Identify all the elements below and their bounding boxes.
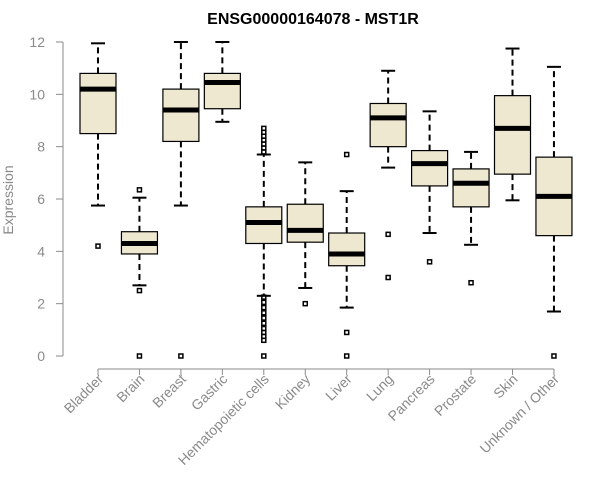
x-tick-label: Unknown / Other: [476, 371, 562, 457]
outlier-point: [468, 279, 474, 286]
outlier-point: [426, 259, 433, 265]
x-tick-label: Lung: [363, 371, 396, 404]
boxes: [79, 41, 573, 359]
y-tick-label: 12: [29, 34, 45, 50]
iqr-box: [411, 149, 449, 187]
box-group: [328, 151, 366, 359]
box-group: [452, 150, 490, 286]
outlier-point: [343, 353, 350, 359]
y-tick-label: 4: [37, 243, 45, 259]
outlier-point: [261, 337, 267, 344]
outlier-point: [178, 353, 184, 359]
box-group: [120, 187, 159, 359]
outlier-point: [261, 149, 267, 155]
x-tick-label: Liver: [322, 371, 355, 404]
outlier-point: [261, 353, 267, 359]
iqr-box: [245, 206, 283, 245]
iqr-box: [286, 203, 324, 243]
outlier-point: [261, 315, 267, 321]
x-tick-label: Prostate: [431, 371, 479, 419]
y-tick-label: 0: [37, 348, 45, 364]
outlier-point: [261, 294, 267, 300]
iqr-box: [493, 95, 532, 175]
outlier-point: [261, 304, 267, 311]
y-tick-label: 8: [37, 139, 45, 155]
outlier-point: [385, 231, 391, 238]
iqr-box: [162, 88, 200, 143]
outlier-point: [343, 151, 350, 158]
outlier-point: [95, 243, 101, 249]
iqr-box: [369, 102, 407, 148]
chart-title: ENSG00000164078 - MST1R: [207, 11, 419, 28]
y-tick-label: 2: [37, 296, 45, 312]
x-tick-label: Brain: [113, 371, 147, 405]
x-tick-label: Kidney: [272, 371, 314, 413]
box-group: [79, 42, 117, 249]
box-group: [203, 41, 241, 123]
outlier-point: [136, 187, 143, 193]
iqr-box: [328, 232, 366, 267]
outlier-point: [385, 274, 391, 281]
box-group: [162, 41, 200, 359]
box-group: [535, 65, 573, 359]
x-tick-label: Skin: [490, 371, 521, 402]
box-group: [245, 125, 283, 359]
y-tick-label: 10: [29, 86, 45, 102]
x-tick-label: Bladder: [61, 371, 107, 417]
outlier-point: [343, 329, 350, 336]
outlier-point: [261, 310, 267, 316]
outlier-point: [302, 300, 308, 307]
outlier-point: [261, 320, 267, 327]
outlier-point: [261, 299, 267, 306]
outlier-point: [136, 287, 143, 294]
outlier-point: [136, 353, 143, 359]
iqr-box: [79, 72, 117, 135]
iqr-box: [452, 168, 490, 208]
box-group: [369, 69, 407, 281]
iqr-box: [203, 72, 241, 110]
outlier-point: [551, 353, 557, 359]
box-group: [493, 47, 532, 202]
y-tick-label: 6: [37, 191, 45, 207]
x-tick-label: Breast: [149, 371, 189, 411]
box-group: [286, 161, 324, 307]
box-group: [411, 110, 449, 265]
y-axis-label: Expression: [0, 165, 16, 234]
